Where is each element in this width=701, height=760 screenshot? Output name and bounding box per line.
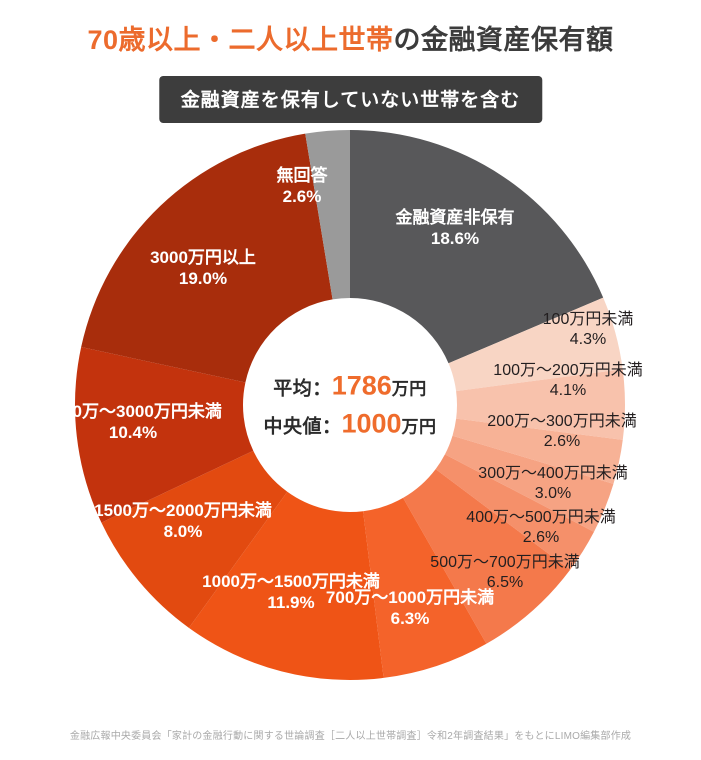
donut-slice[interactable] bbox=[403, 469, 571, 644]
mean-value: 1786 bbox=[331, 370, 392, 401]
donut-slice[interactable] bbox=[101, 450, 288, 628]
median-label: 中央値： bbox=[263, 416, 342, 438]
donut-slice[interactable] bbox=[188, 491, 384, 680]
median-row: 中央値：1000万円 bbox=[263, 409, 436, 440]
subtitle-badge: 金融資産を保有していない世帯を含む bbox=[158, 76, 543, 123]
donut-chart: 金融資産非保有 18.6% 100万円未満 4.3% 100万〜200万円未満 4.1% 2… bbox=[74, 130, 643, 680]
mean-label: 平均： bbox=[273, 378, 332, 400]
page-title: 70歳以上・二人以上世帯の金融資産保有額 bbox=[0, 18, 701, 57]
median-unit: 万円 bbox=[401, 417, 437, 437]
donut-slice[interactable] bbox=[305, 130, 350, 300]
mean-row: 平均：1786万円 bbox=[263, 371, 436, 402]
donut-slice[interactable] bbox=[456, 369, 625, 440]
donut-slice[interactable] bbox=[363, 497, 487, 678]
mean-unit: 万円 bbox=[391, 379, 427, 399]
donut-slice[interactable] bbox=[435, 454, 594, 570]
donut-slice[interactable] bbox=[444, 435, 614, 532]
donut-slice[interactable] bbox=[448, 297, 623, 392]
source-note: 金融広報中央委員会「家計の金融行動に関する世論調査［二人以上世帯調査］令和2年調… bbox=[69, 731, 632, 742]
donut-slice-group bbox=[74, 130, 625, 680]
donut-slice[interactable] bbox=[74, 347, 254, 523]
median-value: 1000 bbox=[341, 408, 402, 439]
donut-slice[interactable] bbox=[81, 133, 333, 383]
page-title-highlight: 70歳以上・二人以上世帯 bbox=[87, 25, 394, 55]
donut-slice[interactable] bbox=[452, 418, 623, 484]
donut-slice[interactable] bbox=[350, 130, 604, 364]
donut-chart-svg bbox=[74, 130, 625, 680]
page-title-rest: の金融資産保有額 bbox=[393, 25, 614, 55]
center-statistics: 平均：1786万円 中央値：1000万円 bbox=[263, 364, 436, 447]
